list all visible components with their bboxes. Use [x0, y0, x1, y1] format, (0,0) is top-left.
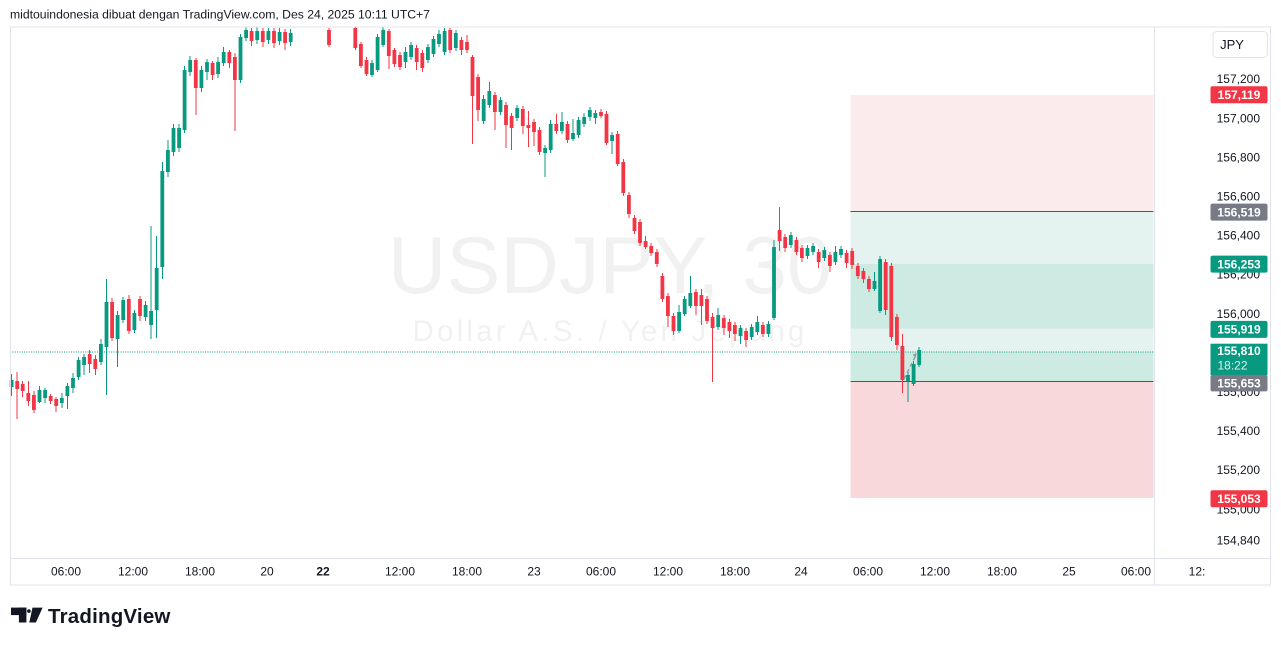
- svg-text:22: 22: [316, 565, 330, 579]
- svg-text:06:00: 06:00: [586, 565, 616, 579]
- svg-text:156,400: 156,400: [1217, 229, 1261, 243]
- svg-text:12:00: 12:00: [653, 565, 683, 579]
- svg-text:12:00: 12:00: [118, 565, 148, 579]
- svg-text:157,000: 157,000: [1217, 111, 1261, 125]
- svg-text:155,200: 155,200: [1217, 463, 1261, 477]
- svg-text:157,200: 157,200: [1217, 72, 1261, 86]
- svg-text:24: 24: [794, 565, 808, 579]
- svg-text:155,053: 155,053: [1217, 492, 1261, 506]
- svg-text:12:00: 12:00: [385, 565, 415, 579]
- svg-text:155,400: 155,400: [1217, 424, 1261, 438]
- svg-text:23: 23: [527, 565, 541, 579]
- svg-text:USDJPY, 30: USDJPY, 30: [388, 221, 832, 311]
- svg-text:156,519: 156,519: [1217, 205, 1261, 219]
- svg-text:157,119: 157,119: [1218, 88, 1261, 102]
- svg-text:midtouindonesia dibuat dengan: midtouindonesia dibuat dengan TradingVie…: [10, 7, 430, 21]
- svg-text:18:00: 18:00: [987, 565, 1017, 579]
- svg-text:18:00: 18:00: [720, 565, 750, 579]
- svg-text:06:00: 06:00: [853, 565, 883, 579]
- svg-text:18:00: 18:00: [185, 565, 215, 579]
- svg-text:25: 25: [1062, 565, 1076, 579]
- svg-text:18:22: 18:22: [1218, 358, 1248, 372]
- svg-text:155,810: 155,810: [1217, 344, 1261, 358]
- svg-text:12:: 12:: [1189, 565, 1206, 579]
- svg-text:156,000: 156,000: [1217, 307, 1261, 321]
- svg-text:20: 20: [260, 565, 274, 579]
- svg-text:155,653: 155,653: [1217, 377, 1261, 391]
- svg-text:154,840: 154,840: [1217, 534, 1261, 548]
- svg-text:06:00: 06:00: [1121, 565, 1151, 579]
- svg-text:06:00: 06:00: [51, 565, 81, 579]
- svg-text:156,600: 156,600: [1217, 190, 1261, 204]
- svg-text:156,800: 156,800: [1217, 150, 1261, 164]
- svg-text:JPY: JPY: [1220, 37, 1244, 52]
- svg-text:156,253: 156,253: [1217, 257, 1261, 271]
- svg-text:18:00: 18:00: [452, 565, 482, 579]
- svg-text:155,919: 155,919: [1217, 323, 1261, 337]
- svg-text:12:00: 12:00: [920, 565, 950, 579]
- svg-text:TradingView: TradingView: [48, 605, 171, 628]
- svg-text:Dollar A.S. / Yen Jepang: Dollar A.S. / Yen Jepang: [413, 315, 808, 348]
